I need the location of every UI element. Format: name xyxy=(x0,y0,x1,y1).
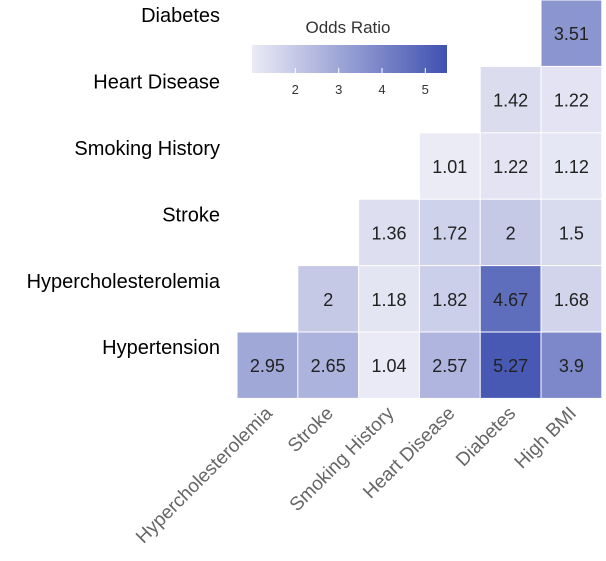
colorbar-gradient xyxy=(252,45,447,73)
cell-value-heart-disease-diabetes: 1.42 xyxy=(493,91,528,111)
cell-smoking-history-heart-disease xyxy=(419,133,480,199)
cell-stroke-diabetes xyxy=(480,199,541,266)
cell-value-stroke-high-bmi: 1.5 xyxy=(559,223,584,243)
row-label-smoking-history: Smoking History xyxy=(74,138,220,160)
row-labels: Diabetes Heart Disease Smoking History Stro… xyxy=(27,5,221,359)
colorbar-tick-label: 5 xyxy=(422,82,429,97)
cell-hypertension-high-bmi xyxy=(541,332,602,398)
column-label-smoking-history: Smoking History xyxy=(286,403,399,516)
column-label-diabetes: Diabetes xyxy=(452,403,520,471)
cell-value-stroke-diabetes: 2 xyxy=(506,223,516,243)
column-label-hypercholesterolemia: Hypercholesterolemia xyxy=(132,403,277,548)
cell-hypertension-stroke xyxy=(298,332,359,398)
colorbar-title: Odds Ratio xyxy=(305,18,390,37)
cell-hypercholesterolemia-smoking-history xyxy=(359,266,419,332)
cell-value-hypercholesterolemia-high-bmi: 1.68 xyxy=(554,290,589,310)
cell-smoking-history-high-bmi xyxy=(541,133,602,199)
cell-value-diabetes-high-bmi: 3.51 xyxy=(554,24,589,44)
row-label-hypercholesterolemia: Hypercholesterolemia xyxy=(27,271,221,293)
cell-value-hypercholesterolemia-stroke: 2 xyxy=(323,290,333,310)
cell-value-hypercholesterolemia-diabetes: 4.67 xyxy=(493,290,528,310)
cell-value-smoking-history-diabetes: 1.22 xyxy=(493,157,528,177)
colorbar-ticks: 2 3 4 5 xyxy=(292,68,429,97)
cell-hypertension-diabetes xyxy=(480,332,541,398)
column-label-high-bmi: High BMI xyxy=(511,403,581,473)
cell-heart-disease-high-bmi xyxy=(541,66,602,133)
cell-value-smoking-history-high-bmi: 1.12 xyxy=(554,157,589,177)
cell-value-hypertension-heart-disease: 2.57 xyxy=(432,356,467,376)
heatmap-cell-labels: 3.51 1.42 1.22 1.01 1.22 1.12 1.36 1.72 2 1.5 2 1.1… xyxy=(250,24,589,376)
cell-value-stroke-smoking-history: 1.36 xyxy=(371,223,406,243)
cell-value-hypertension-high-bmi: 3.9 xyxy=(559,356,584,376)
cell-stroke-heart-disease xyxy=(419,199,480,266)
cell-stroke-high-bmi xyxy=(541,199,602,266)
cell-value-smoking-history-heart-disease: 1.01 xyxy=(432,157,467,177)
cell-value-stroke-heart-disease: 1.72 xyxy=(432,223,467,243)
cell-hypercholesterolemia-diabetes xyxy=(480,266,541,332)
row-label-hypertension: Hypertension xyxy=(102,337,220,359)
cell-diabetes-high-bmi xyxy=(541,0,602,66)
heatmap-cells xyxy=(237,0,602,398)
cell-heart-disease-diabetes xyxy=(480,66,541,133)
colorbar-tick-label: 2 xyxy=(292,82,299,97)
cell-value-hypertension-smoking-history: 1.04 xyxy=(371,356,406,376)
cell-hypercholesterolemia-stroke xyxy=(298,266,359,332)
colorbar-tick-label: 4 xyxy=(378,82,385,97)
cell-value-heart-disease-high-bmi: 1.22 xyxy=(554,91,589,111)
row-label-heart-disease: Heart Disease xyxy=(93,72,220,94)
cell-smoking-history-diabetes xyxy=(480,133,541,199)
column-label-stroke: Stroke xyxy=(284,403,338,457)
cell-hypercholesterolemia-high-bmi xyxy=(541,266,602,332)
cell-value-hypertension-stroke: 2.65 xyxy=(311,356,346,376)
cell-hypercholesterolemia-heart-disease xyxy=(419,266,480,332)
colorbar-legend: Odds Ratio 2 3 4 5 xyxy=(252,18,447,97)
cell-value-hypertension-diabetes: 5.27 xyxy=(493,356,528,376)
cell-hypertension-hypercholesterolemia xyxy=(237,332,298,398)
row-label-stroke: Stroke xyxy=(162,204,220,226)
cell-value-hypertension-hypercholesterolemia: 2.95 xyxy=(250,356,285,376)
cell-hypertension-smoking-history xyxy=(359,332,419,398)
row-label-diabetes: Diabetes xyxy=(141,5,220,27)
cell-value-hypercholesterolemia-smoking-history: 1.18 xyxy=(371,290,406,310)
cell-stroke-smoking-history xyxy=(359,199,419,266)
cell-hypertension-heart-disease xyxy=(419,332,480,398)
colorbar-tick-label: 3 xyxy=(335,82,342,97)
cell-value-hypercholesterolemia-heart-disease: 1.82 xyxy=(432,290,467,310)
